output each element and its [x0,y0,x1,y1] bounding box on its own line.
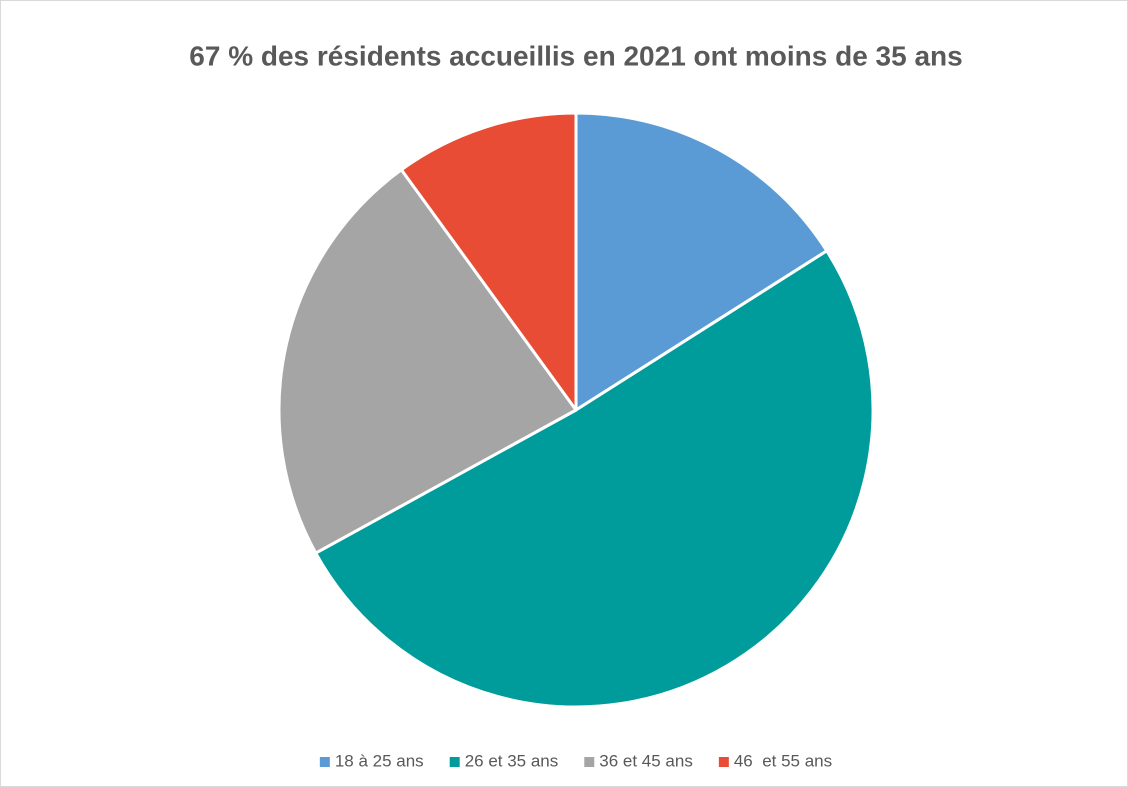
legend-label: 18 à 25 ans [335,751,424,770]
pie-slice [399,111,578,412]
legend-swatch [584,757,595,767]
legend-swatch [449,757,460,767]
legend-swatch [319,757,330,767]
legend-label: 26 et 35 ans [465,751,559,770]
legend-label: 46 et 55 ans [734,751,832,770]
chart-title: 67 % des résidents accueillis en 2021 on… [189,40,962,71]
legend-swatch [718,757,729,767]
pie-slice [277,168,578,555]
pie-slice [574,111,829,412]
pie-slice [314,249,875,709]
legend-label: 36 et 45 ans [599,751,693,770]
